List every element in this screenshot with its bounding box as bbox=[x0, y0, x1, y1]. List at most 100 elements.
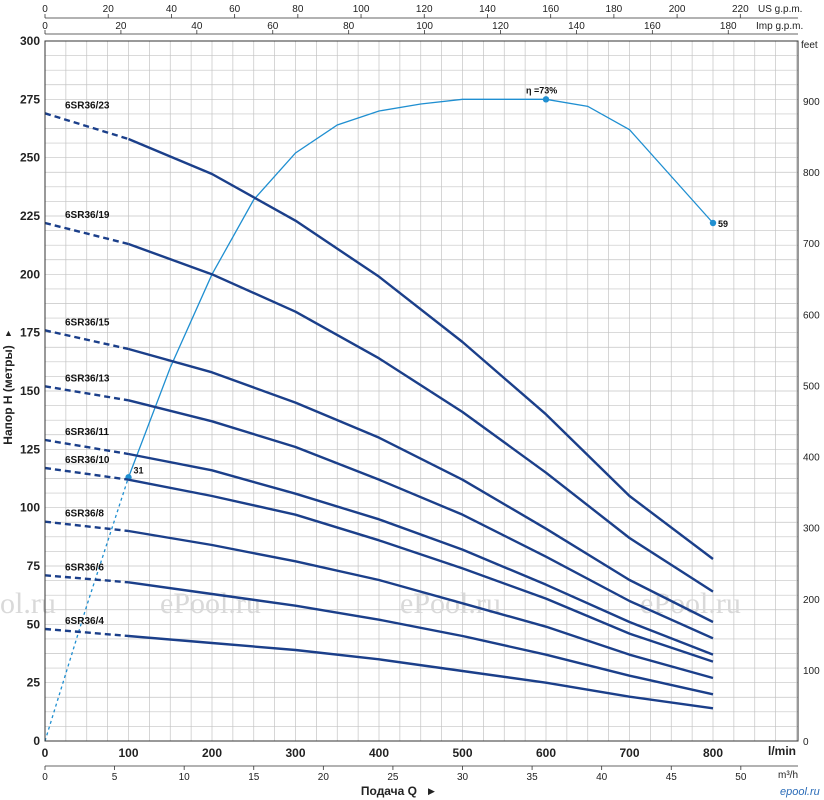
m3h-tick-label: 20 bbox=[318, 772, 330, 783]
series-layer: 6SR36/23 6SR36/19 6SR36/15 6SR36/13 6SR36/11… bbox=[44, 100, 714, 710]
y-tick-label: 300 bbox=[20, 34, 40, 48]
x-tick-label: 400 bbox=[369, 746, 389, 760]
series-label: 6SR36/10 bbox=[65, 455, 110, 466]
y-tick-label: 250 bbox=[20, 151, 40, 165]
imp-tick-label: 60 bbox=[267, 21, 279, 32]
feet-tick-label: 300 bbox=[803, 524, 820, 535]
x-axis-unit: l/min bbox=[768, 744, 796, 758]
series-label: 6SR36/11 bbox=[65, 427, 109, 438]
us-tick-label: 120 bbox=[416, 4, 433, 15]
series-line bbox=[128, 399, 714, 640]
y-tick-label: 75 bbox=[27, 559, 41, 573]
imp-tick-label: 140 bbox=[568, 21, 585, 32]
series-dashed-start bbox=[44, 466, 129, 481]
imp-tick-label: 20 bbox=[115, 21, 127, 32]
series-label: 6SR36/19 bbox=[65, 210, 110, 221]
us-tick-label: 180 bbox=[606, 4, 623, 15]
feet-tick-label: 400 bbox=[803, 453, 820, 464]
us-tick-label: 80 bbox=[292, 4, 304, 15]
us-tick-label: 140 bbox=[479, 4, 496, 15]
series-dashed-start bbox=[44, 574, 129, 584]
y-axis-arrow-icon: ▲ bbox=[4, 328, 13, 338]
us-tick-label: 100 bbox=[353, 4, 370, 15]
x-tick-label: 800 bbox=[703, 746, 723, 760]
watermark-text: ePool.ru bbox=[160, 587, 261, 620]
efficiency-point-label: η =73% bbox=[526, 85, 557, 95]
feet-tick-label: 500 bbox=[803, 381, 820, 392]
feet-tick-label: 0 bbox=[803, 737, 809, 748]
series-line bbox=[128, 581, 714, 696]
m3h-tick-label: 30 bbox=[457, 772, 469, 783]
series-label: 6SR36/15 bbox=[65, 317, 110, 328]
series-label: 6SR36/4 bbox=[65, 616, 104, 627]
series-dashed-start bbox=[44, 385, 129, 402]
efficiency-point bbox=[542, 96, 550, 103]
plot-border bbox=[44, 40, 799, 742]
efficiency-point bbox=[709, 219, 717, 227]
series-dashed-start bbox=[44, 221, 129, 246]
plot-frame bbox=[44, 40, 799, 742]
m3h-tick-label: 0 bbox=[42, 772, 48, 783]
series-line bbox=[128, 529, 714, 680]
m3h-tick-label: 45 bbox=[666, 772, 678, 783]
feet-tick-label: 800 bbox=[803, 168, 820, 179]
imp-tick-label: 0 bbox=[42, 21, 48, 32]
us-tick-label: 0 bbox=[42, 4, 48, 15]
watermark-text: ol.ru bbox=[0, 587, 56, 620]
us-tick-label: 200 bbox=[669, 4, 686, 15]
us-tick-label: 60 bbox=[229, 4, 241, 15]
efficiency-curve-layer: 31 η =73% 59 bbox=[44, 85, 728, 742]
series-dashed-start bbox=[44, 329, 129, 351]
feet-tick-label: 600 bbox=[803, 310, 820, 321]
series-label: 6SR36/6 bbox=[65, 562, 104, 573]
imp-tick-label: 120 bbox=[492, 21, 509, 32]
series-label: 6SR36/23 bbox=[65, 100, 110, 111]
m3h-tick-label: 40 bbox=[596, 772, 608, 783]
series-line bbox=[128, 478, 714, 663]
y-tick-label: 100 bbox=[20, 501, 40, 515]
x-tick-label: 500 bbox=[452, 746, 472, 760]
watermark-text: ePool.ru bbox=[400, 587, 501, 620]
series-line bbox=[128, 137, 714, 560]
imp-tick-label: 160 bbox=[644, 21, 661, 32]
m3h-tick-label: 35 bbox=[527, 772, 539, 783]
x-axis-title: Подача Q bbox=[361, 784, 417, 798]
feet-tick-label: 700 bbox=[803, 239, 820, 250]
imp-tick-label: 80 bbox=[343, 21, 355, 32]
efficiency-point-label: 31 bbox=[134, 465, 144, 475]
m3h-unit-label: m³/h bbox=[778, 770, 798, 781]
imp-tick-label: 100 bbox=[416, 21, 433, 32]
y-tick-label: 225 bbox=[20, 209, 40, 223]
us-tick-label: 40 bbox=[166, 4, 178, 15]
series-line bbox=[128, 452, 714, 656]
efficiency-point-label: 59 bbox=[718, 219, 728, 229]
watermark-layer: ol.ru ePool.ru ePool.ru ePool.ru bbox=[0, 587, 741, 620]
x-tick-label: 300 bbox=[285, 746, 305, 760]
x-tick-label: 700 bbox=[619, 746, 639, 760]
m3h-tick-label: 10 bbox=[179, 772, 191, 783]
y-tick-label: 125 bbox=[20, 442, 40, 456]
grid bbox=[44, 40, 798, 742]
series-dashed-start bbox=[44, 112, 129, 141]
y-tick-label: 0 bbox=[33, 734, 40, 748]
feet-tick-label: 200 bbox=[803, 595, 820, 606]
feet-tick-label: 900 bbox=[803, 97, 820, 108]
series-dashed-start bbox=[44, 438, 129, 456]
m3h-tick-label: 15 bbox=[248, 772, 260, 783]
x-tick-label: 100 bbox=[118, 746, 138, 760]
x-tick-label: 200 bbox=[202, 746, 222, 760]
us-tick-label: 160 bbox=[542, 4, 559, 15]
series-dashed-start bbox=[44, 627, 129, 638]
series-dashed-start bbox=[44, 520, 129, 533]
m3h-tick-label: 50 bbox=[735, 772, 747, 783]
x-tick-label: 0 bbox=[42, 746, 49, 760]
us-tick-label: 220 bbox=[732, 4, 749, 15]
series-label: 6SR36/8 bbox=[65, 509, 104, 520]
efficiency-curve bbox=[127, 98, 714, 478]
x-tick-label: 600 bbox=[536, 746, 556, 760]
series-label: 6SR36/13 bbox=[65, 373, 110, 384]
imp-tick-label: 40 bbox=[191, 21, 203, 32]
series-line bbox=[128, 347, 714, 624]
